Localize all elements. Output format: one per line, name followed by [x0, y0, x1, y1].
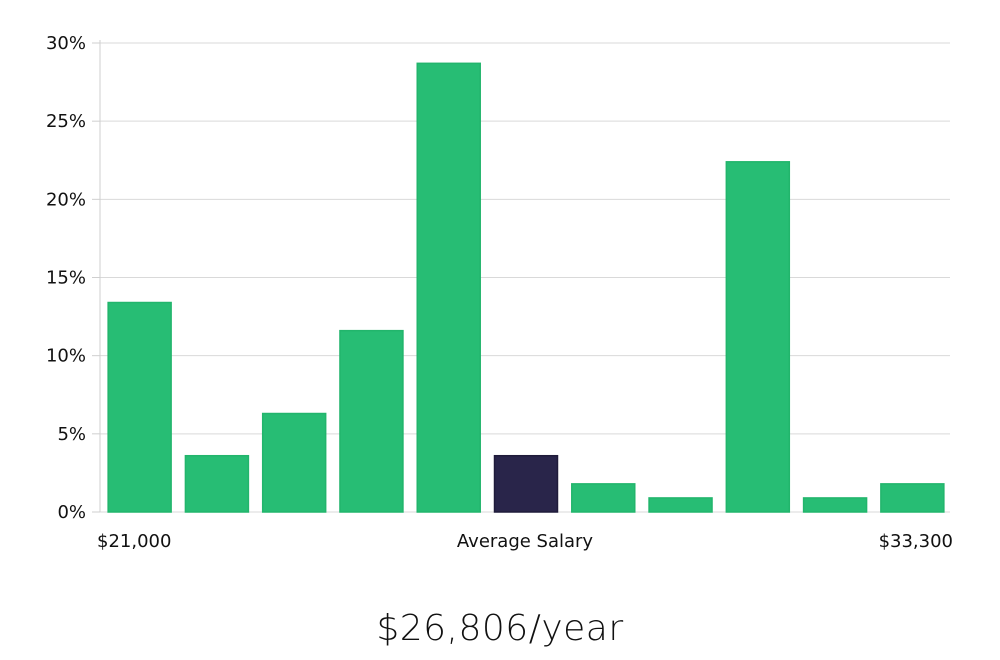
y-axis-ticks: 0% 5% 10% 15% 20% 25% 30% — [46, 33, 100, 523]
bars — [107, 62, 945, 513]
bar — [880, 483, 945, 513]
y-tick-label: 25% — [46, 111, 86, 132]
y-tick-label: 10% — [46, 346, 86, 367]
bar — [802, 497, 868, 513]
salary-distribution-chart: 0% 5% 10% 15% 20% 25% 30% $21,000 Average Sala… — [46, 33, 953, 552]
bar — [571, 483, 636, 513]
gridlines — [100, 42, 950, 513]
bar — [725, 161, 791, 513]
y-tick-label: 5% — [57, 424, 86, 445]
y-tick-label: 30% — [46, 33, 86, 54]
y-tick-label: 0% — [57, 502, 86, 523]
x-max-label: $33,300 — [879, 531, 953, 552]
bar — [339, 329, 404, 513]
bar — [184, 454, 250, 513]
x-axis-title: Average Salary — [457, 531, 594, 552]
average-salary-headline: $26,806/year — [376, 608, 624, 649]
y-tick-label: 20% — [46, 189, 86, 210]
y-tick-label: 15% — [46, 268, 86, 289]
bar — [261, 412, 327, 513]
x-min-label: $21,000 — [97, 531, 171, 552]
bar-average-salary — [493, 454, 559, 513]
bar — [107, 301, 172, 513]
bar — [416, 62, 481, 513]
bar — [648, 497, 713, 513]
